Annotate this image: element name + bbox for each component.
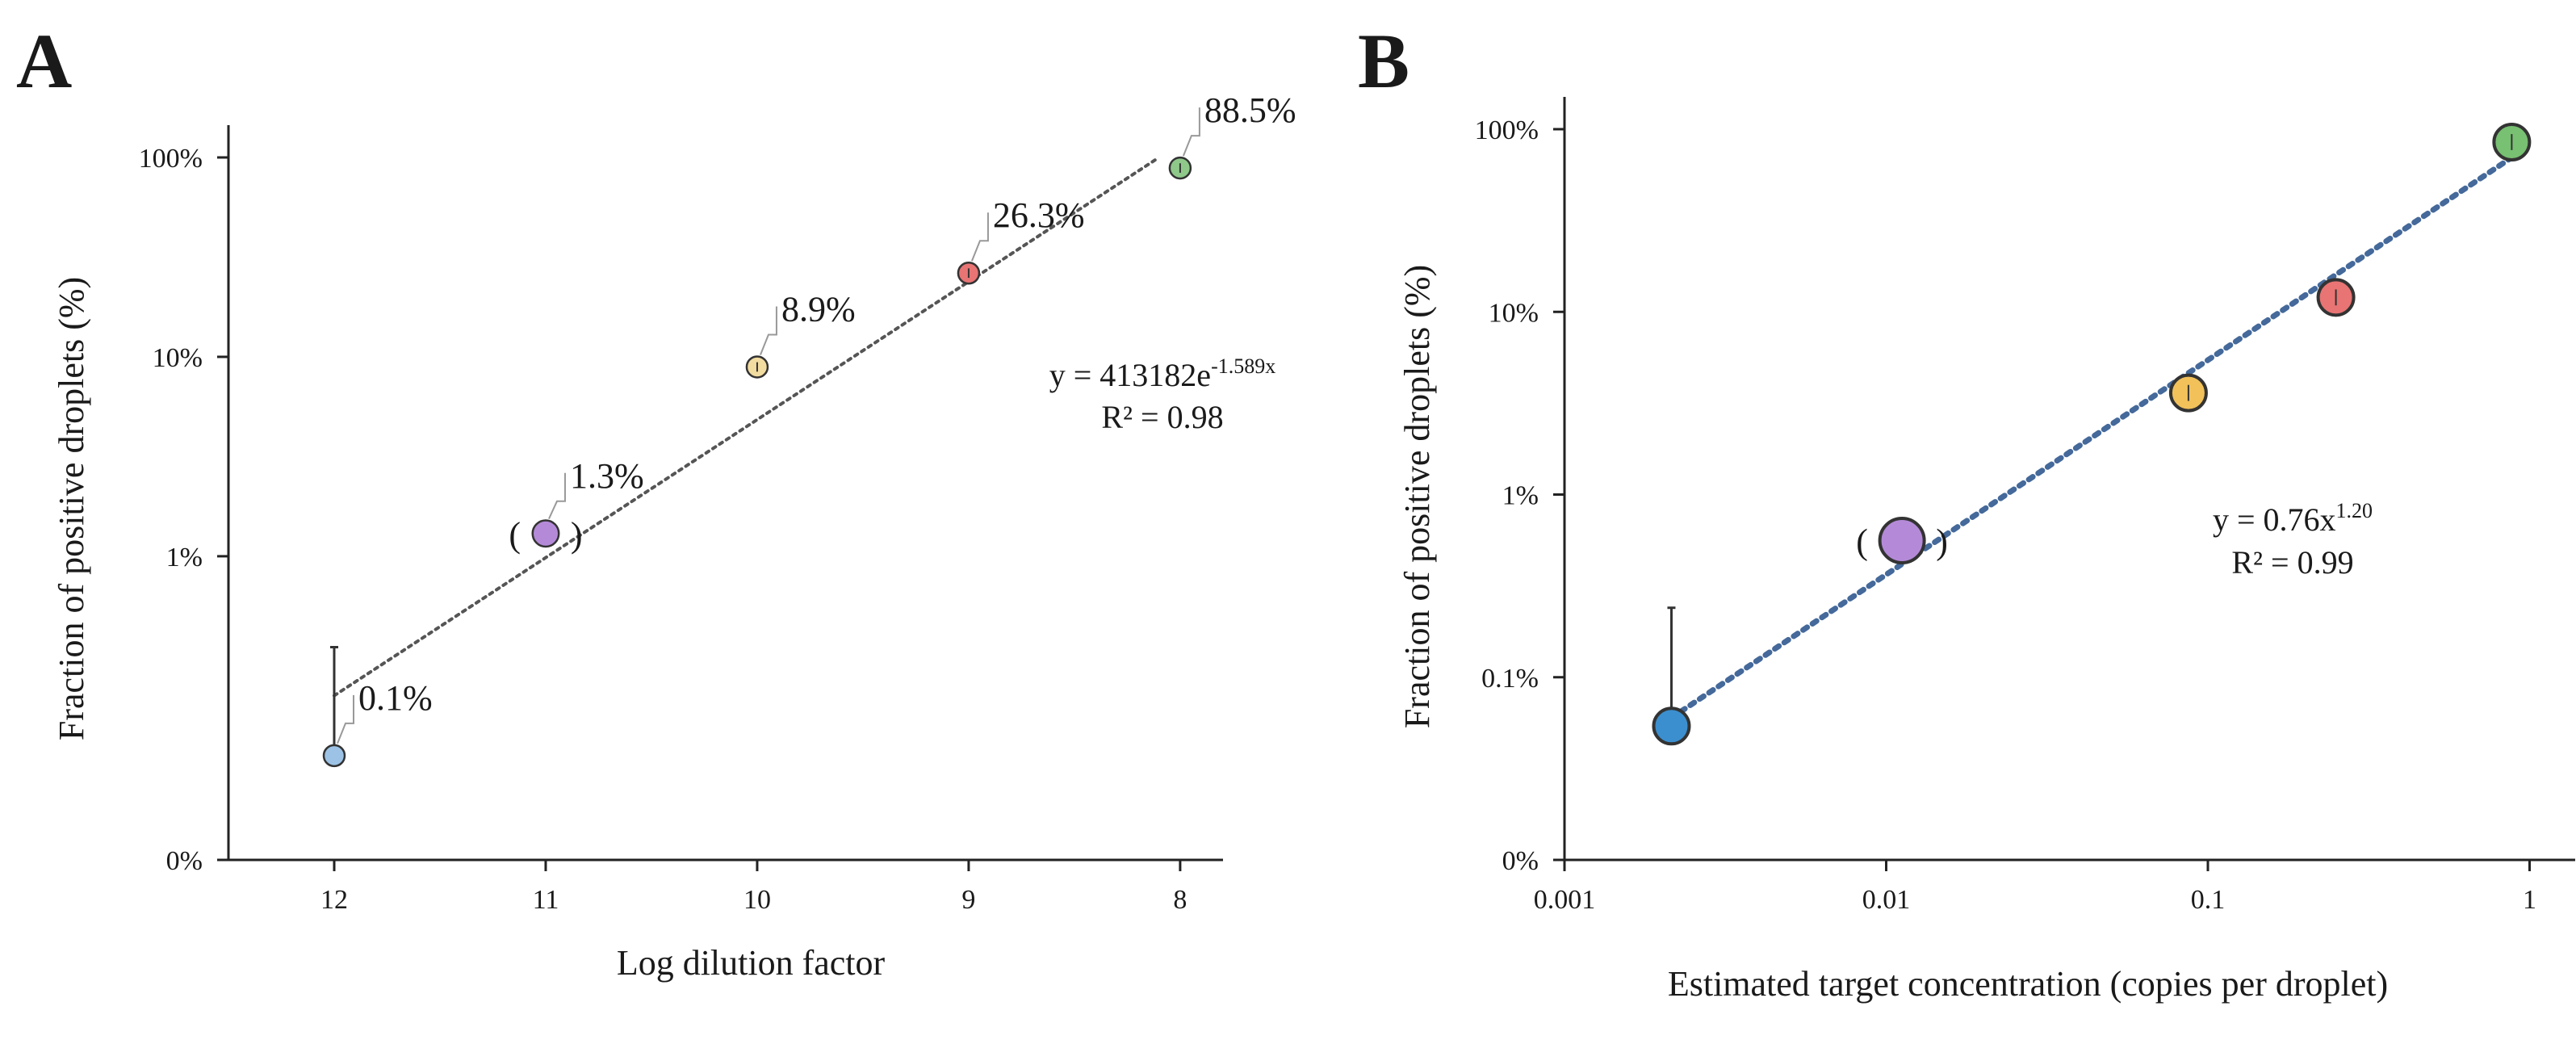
chart-a-y-tick-label: 100% <box>139 144 203 174</box>
chart-a-label-leader <box>548 472 566 519</box>
chart-b-bracket-open: ( <box>1856 522 1868 561</box>
chart-b-y-tick-label: 1% <box>1502 481 1539 511</box>
chart-a-trendline <box>332 156 1161 698</box>
chart-a-x-tick-label: 8 <box>1173 885 1187 915</box>
chart-a-y-tick-label: 1% <box>166 543 203 572</box>
chart-b-x-tick-label: 0.01 <box>1862 885 1911 915</box>
chart-b-point <box>1878 516 1926 564</box>
panel-label-a: A <box>16 18 72 104</box>
chart-a-label-leader <box>970 212 989 262</box>
chart-b-y-axis-title: Fraction of positive droplets (%) <box>1397 265 1437 728</box>
chart-a-equation: y = 413182e-1.589x <box>1049 354 1275 393</box>
chart-a-equation-base: y = 413182e <box>1049 357 1211 393</box>
chart-a-x-tick-label: 9 <box>961 885 975 915</box>
chart-a-y-tick-label: 0% <box>166 846 203 876</box>
chart-a-label-leader <box>337 694 354 744</box>
chart-b-x-tick-label: 0.1 <box>2191 885 2226 915</box>
chart-a-bracket-close: ) <box>571 515 583 555</box>
chart-a-label-leader <box>1182 107 1200 157</box>
chart-b-equation: y = 0.76x1.20 <box>2213 499 2373 538</box>
chart-a-point-label: 88.5% <box>1204 90 1296 130</box>
chart-a-r-squared: R² = 0.98 <box>1101 399 1223 435</box>
chart-b-point <box>1652 706 1691 746</box>
chart-b-y-tick-label: 0% <box>1502 846 1539 876</box>
chart-panel-b: 0% 0.1% 1% 10% 100% 0.001 0.01 0.1 1 Estimated ta… <box>1397 97 2575 1004</box>
chart-a-point-label: 0.1% <box>358 678 433 718</box>
chart-a-bracket-open: ( <box>509 515 521 555</box>
chart-a-point <box>531 519 560 548</box>
chart-b-x-tick-label: 1 <box>2523 885 2536 915</box>
chart-a-point-label: 8.9% <box>781 289 856 329</box>
chart-a-y-tick-label: 10% <box>153 343 203 373</box>
chart-b-x-tick-label: 0.001 <box>1534 885 1596 915</box>
chart-b-y-tick-label: 0.1% <box>1481 664 1539 694</box>
chart-b-trendline <box>1668 154 2515 721</box>
chart-b-x-axis-title: Estimated target concentration (copies p… <box>1668 964 2388 1004</box>
chart-panel-a: 0% 1% 10% 100% 12 11 10 9 8 Log dilution factor Fr… <box>52 90 1296 983</box>
chart-b-equation-exponent: 1.20 <box>2336 499 2373 522</box>
chart-b-r-squared: R² = 0.99 <box>2231 544 2353 581</box>
chart-a-x-tick-label: 12 <box>320 885 348 915</box>
chart-a-x-tick-label: 11 <box>533 885 559 915</box>
chart-b-y-tick-label: 10% <box>1489 298 1539 328</box>
chart-b-equation-base: y = 0.76x <box>2213 501 2336 538</box>
chart-a-x-axis-title: Log dilution factor <box>617 943 886 983</box>
chart-a-equation-exponent: -1.589x <box>1211 354 1275 378</box>
chart-a-y-axis-title: Fraction of positive droplets (%) <box>52 277 91 740</box>
chart-a-point <box>322 744 346 768</box>
chart-b-bracket-close: ) <box>1936 522 1948 561</box>
panel-label-b: B <box>1358 18 1409 104</box>
chart-a-x-tick-label: 10 <box>743 885 771 915</box>
chart-a-point-label: 1.3% <box>570 456 644 496</box>
chart-a-point-label: 26.3% <box>993 195 1085 235</box>
chart-a-label-leader <box>760 306 777 355</box>
chart-b-y-tick-label: 100% <box>1475 115 1539 145</box>
